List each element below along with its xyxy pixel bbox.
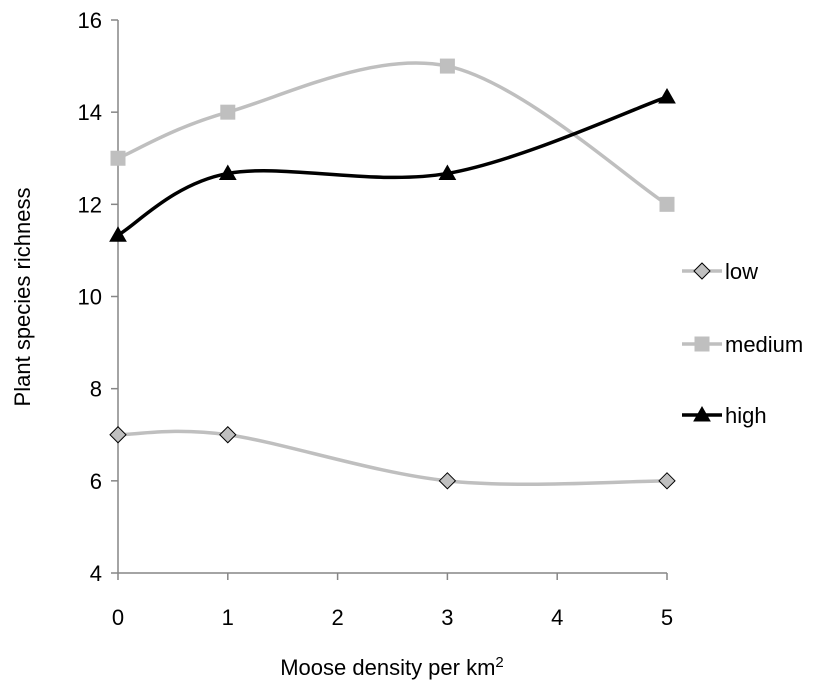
y-tick-label: 6 [90,469,102,494]
legend-item-low: low [682,259,758,284]
y-tick-label: 4 [90,561,102,586]
data-point-medium [110,150,126,166]
data-point-medium [659,196,675,212]
data-point-low [658,472,676,490]
data-point-high [109,226,127,242]
legend-marker-low [693,262,711,280]
legend-item-high: high [682,403,767,428]
data-point-medium [439,58,455,74]
x-tick-label: 1 [222,605,234,630]
data-point-high [218,164,237,180]
data-point-medium [220,104,236,120]
y-tick-label: 14 [78,100,102,125]
data-markers [109,58,676,490]
legend-label-high: high [725,403,767,428]
series-line-high [116,95,669,237]
legend-marker-medium [694,336,710,352]
legend: low medium high [682,259,803,428]
x-tick-label: 0 [112,605,124,630]
legend-label-medium: medium [725,332,803,357]
y-tick-label: 8 [90,377,102,402]
x-axis-title-superscript: 2 [495,654,503,671]
series-line-medium [116,61,669,207]
axes [111,19,668,580]
legend-marker-high [693,405,711,422]
y-tick-label: 16 [78,8,102,33]
legend-label-low: low [725,259,758,284]
x-tick-label: 3 [441,605,453,630]
y-tick-label: 10 [78,285,102,310]
x-axis-title-text: Moose density per km [280,655,495,680]
data-point-high [438,164,457,180]
series-lines [116,61,669,486]
x-axis-title: Moose density per km2 [280,654,504,680]
legend-item-medium: medium [682,332,803,357]
data-point-high [658,87,676,104]
x-tick-label: 2 [331,605,343,630]
data-point-low [438,472,457,490]
data-point-low [219,426,237,444]
series-line-low [116,429,669,486]
y-tick-label: 12 [78,192,102,217]
x-tick-label: 4 [551,605,563,630]
y-axis-title: Plant species richness [10,188,35,407]
data-point-low [109,426,127,444]
x-tick-label: 5 [661,605,673,630]
